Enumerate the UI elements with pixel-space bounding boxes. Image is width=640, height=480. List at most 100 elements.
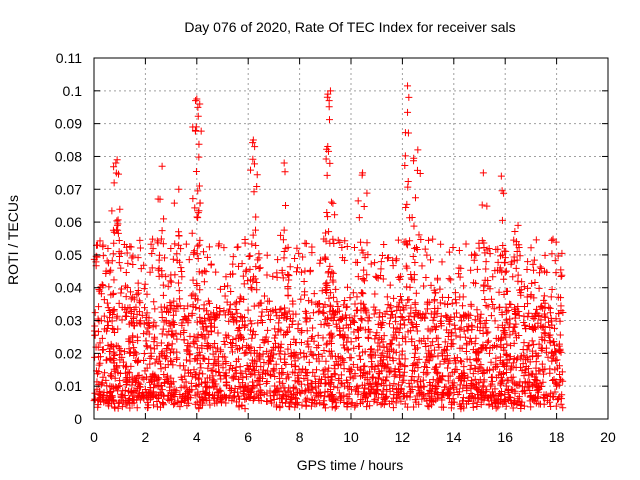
data-point <box>272 360 280 368</box>
data-point <box>354 197 362 205</box>
data-point <box>389 256 397 264</box>
data-point <box>138 311 146 319</box>
data-point <box>128 254 136 262</box>
data-point <box>554 293 562 301</box>
data-point <box>357 299 365 307</box>
data-point <box>149 393 157 401</box>
data-point <box>518 278 526 286</box>
data-point <box>227 343 235 351</box>
data-point <box>371 335 379 343</box>
data-point <box>99 345 107 353</box>
data-point <box>455 246 463 254</box>
data-point <box>482 302 490 310</box>
data-point <box>215 240 223 248</box>
data-point <box>446 372 454 380</box>
data-point <box>293 244 301 252</box>
data-point <box>250 302 258 310</box>
data-point <box>149 235 157 243</box>
data-point <box>170 297 178 305</box>
data-point <box>400 372 408 380</box>
data-point <box>320 235 328 243</box>
x-axis-label: GPS time / hours <box>297 457 404 473</box>
data-point <box>537 302 545 310</box>
data-point <box>494 335 502 343</box>
data-point <box>494 399 502 407</box>
data-point <box>509 273 517 281</box>
data-point <box>373 273 381 281</box>
data-point <box>140 375 148 383</box>
data-point <box>170 332 178 340</box>
data-point <box>263 305 271 313</box>
data-point <box>511 227 519 235</box>
data-point <box>230 388 238 396</box>
data-point <box>205 384 213 392</box>
data-point <box>494 403 502 411</box>
data-point <box>179 362 187 370</box>
data-point <box>367 352 375 360</box>
data-point <box>143 309 151 317</box>
data-point <box>307 334 315 342</box>
data-point <box>282 201 290 209</box>
data-point <box>226 301 234 309</box>
data-point <box>263 378 271 386</box>
data-point <box>390 372 398 380</box>
data-point <box>176 302 184 310</box>
data-point <box>281 350 289 358</box>
data-point <box>94 396 102 404</box>
data-point-peak <box>326 87 334 95</box>
data-point <box>483 338 491 346</box>
data-point <box>195 182 203 190</box>
data-point <box>386 381 394 389</box>
data-point <box>153 398 161 406</box>
data-point <box>432 323 440 331</box>
data-point <box>276 404 284 412</box>
data-point <box>199 248 207 256</box>
data-point <box>320 401 328 409</box>
data-point <box>473 385 481 393</box>
data-point <box>234 326 242 334</box>
data-point <box>502 382 510 390</box>
data-point <box>248 356 256 364</box>
data-point <box>323 339 331 347</box>
data-point <box>343 314 351 322</box>
data-point <box>353 293 361 301</box>
data-point <box>253 183 261 190</box>
data-point <box>452 359 460 367</box>
data-point <box>346 373 354 381</box>
data-point <box>527 391 535 399</box>
x-tick-label: 0 <box>90 429 98 445</box>
data-point <box>546 365 554 373</box>
data-point <box>523 346 531 354</box>
data-point <box>331 365 339 373</box>
data-point <box>169 311 177 319</box>
data-point <box>405 315 413 323</box>
data-point <box>316 256 324 264</box>
data-point <box>377 353 385 361</box>
data-point <box>293 377 301 385</box>
data-point <box>341 297 349 305</box>
data-point <box>130 306 138 314</box>
data-point <box>230 373 238 381</box>
data-point <box>396 320 404 328</box>
data-point <box>286 263 294 271</box>
data-point <box>363 271 371 279</box>
data-point <box>541 251 549 259</box>
data-point <box>244 391 252 399</box>
data-point <box>91 353 99 361</box>
data-point <box>189 123 197 131</box>
data-point <box>524 365 532 373</box>
data-point <box>271 382 279 390</box>
data-point <box>253 286 261 294</box>
data-point <box>514 395 522 403</box>
data-point <box>287 341 295 349</box>
data-point <box>412 322 420 330</box>
data-point <box>129 260 137 268</box>
data-point-peak <box>175 185 183 193</box>
data-point <box>256 380 264 388</box>
data-point <box>501 258 509 266</box>
data-point <box>400 392 408 400</box>
data-point <box>393 334 401 342</box>
data-point <box>382 376 390 384</box>
data-point <box>247 362 255 370</box>
data-point <box>183 402 191 410</box>
